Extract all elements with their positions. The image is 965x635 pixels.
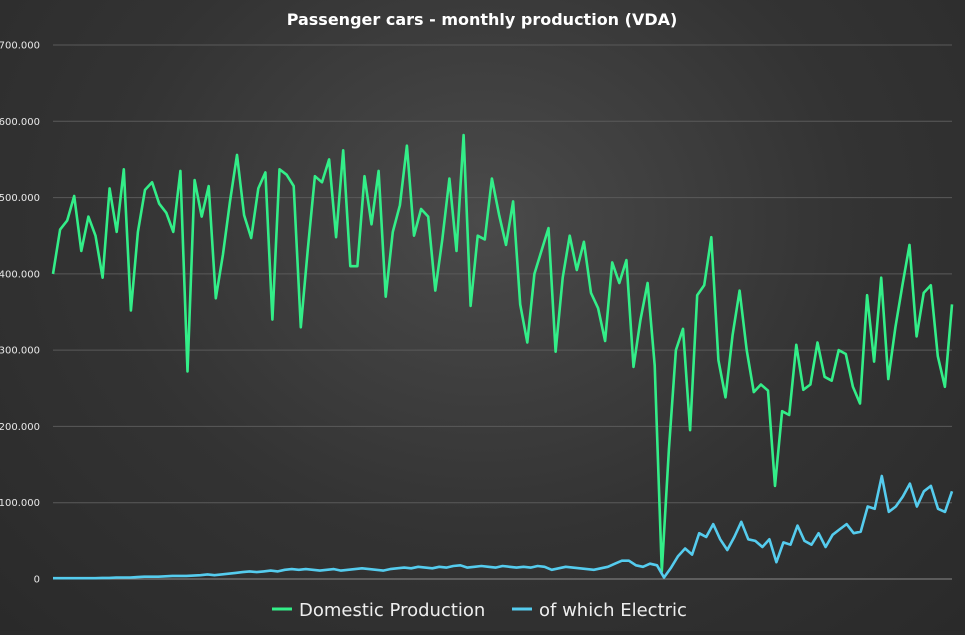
grid-lines: [53, 44, 952, 504]
legend-label: Domestic Production: [299, 600, 485, 621]
legend-item-electric: of which Electric: [512, 600, 687, 621]
y-tick-label: 200.000: [0, 422, 40, 433]
legend-item-domestic-production: Domestic Production: [272, 600, 485, 621]
series-line-domestic-production: [51, 133, 954, 573]
y-tick-label: 0: [34, 575, 40, 586]
y-tick-label: 100.000: [0, 498, 40, 509]
series-lines: [51, 133, 954, 580]
y-tick-label: 700.000: [0, 41, 40, 52]
legend-label: of which Electric: [539, 600, 687, 621]
y-tick-label: 500.000: [0, 193, 40, 204]
y-axis-tick-labels: 0 100.000 200.000 300.000 400.000 500.000 600.…: [0, 41, 40, 586]
y-tick-label: 300.000: [0, 346, 40, 357]
chart-title: Passenger cars - monthly production (VDA…: [287, 10, 678, 29]
y-tick-label: 400.000: [0, 269, 40, 280]
series-line-electric: [53, 474, 954, 580]
legend: Domestic Production of which Electric: [272, 600, 687, 621]
y-tick-label: 600.000: [0, 117, 40, 128]
